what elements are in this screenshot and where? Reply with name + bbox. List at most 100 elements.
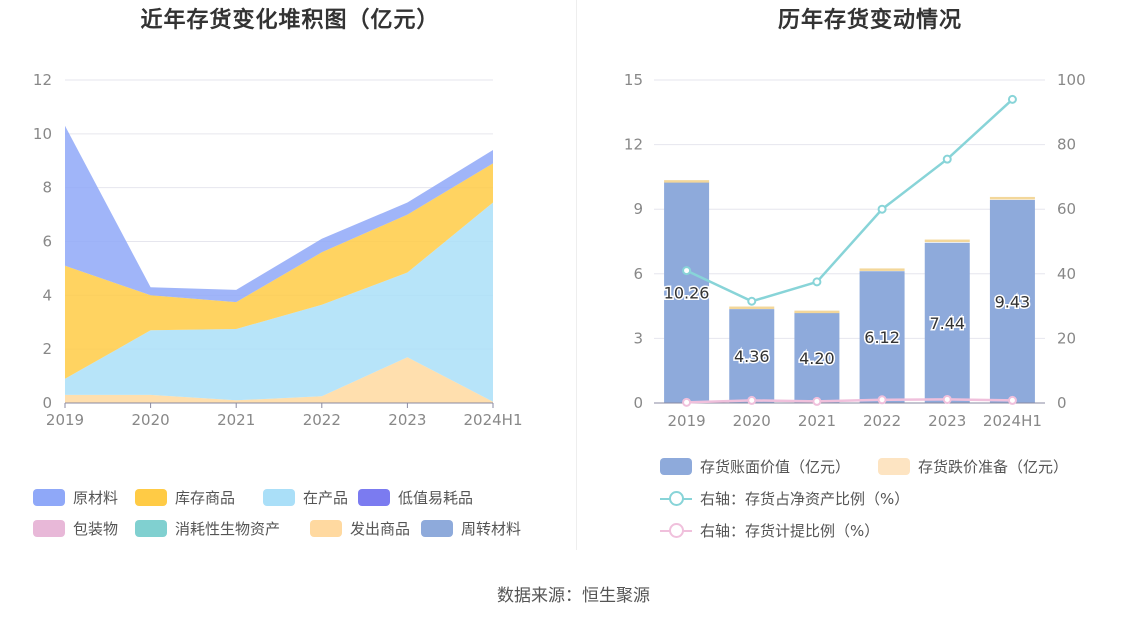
y-tick-label: 6 [42, 233, 52, 251]
y2-tick-label: 40 [1057, 265, 1076, 283]
legend-label: 周转材料 [461, 520, 522, 538]
legend-swatch [660, 522, 692, 539]
x-tick-label: 2021 [798, 412, 836, 430]
y-tick-label: 10 [33, 125, 52, 143]
line-net-asset-ratio-point [812, 277, 822, 287]
legend-label: 右轴：存货占净资产比例（%） [700, 490, 910, 508]
stacked-area-chart: 0 2 4 6 8 10 12 2019 2020 2021 2022 2023 2024H1 [33, 71, 523, 429]
legend-item[interactable]: 消耗性生物资产 [135, 518, 280, 539]
y-tick-label: 0 [633, 394, 643, 412]
bar-book-value [859, 271, 905, 403]
bar-impairment-provision [729, 306, 775, 310]
area-在产品 [65, 202, 493, 402]
legend-swatch [135, 489, 167, 506]
bar-impairment-provision [664, 180, 710, 183]
legend-swatch [33, 489, 65, 506]
bar-data-label: 4.36 [734, 347, 770, 366]
line-provision-ratio-point [877, 395, 887, 405]
y-tick-label: 12 [33, 71, 52, 89]
bar-book-value [989, 199, 1035, 403]
legend-label: 存货账面价值（亿元） [700, 458, 851, 476]
x-tick-label: 2022 [863, 412, 901, 430]
bar-impairment-provision [794, 310, 840, 314]
legend-label: 低值易耗品 [398, 489, 474, 507]
line-net-asset-ratio-point [747, 296, 757, 306]
legend-label: 在产品 [303, 489, 349, 507]
legend-item[interactable]: 在产品 [263, 487, 348, 508]
line-net-asset-ratio [686, 98, 1014, 303]
area-库存商品 [65, 163, 493, 379]
line-net-asset-ratio-point [942, 154, 952, 164]
y-tick-label: 0 [42, 394, 52, 412]
line-provision-ratio [686, 398, 1013, 404]
inventory-bar-line-chart: 0 3 6 9 12 15 0 20 40 60 80 100 10.26 4.36 4.20 6.12 7.4… [624, 71, 1086, 430]
x-tick-label: 2019 [667, 412, 705, 430]
bar-book-value [664, 182, 710, 403]
x-tick-label: 2022 [303, 411, 341, 429]
bar-data-label: 6.12 [864, 328, 900, 347]
legend-label: 原材料 [73, 489, 119, 507]
x-tick-label: 2020 [132, 411, 170, 429]
legend-item[interactable]: 低值易耗品 [358, 487, 473, 508]
legend-label: 库存商品 [175, 489, 236, 507]
y2-tick-label: 20 [1057, 329, 1076, 347]
y2-tick-label: 80 [1057, 136, 1076, 154]
y2-tick-label: 0 [1057, 394, 1067, 412]
legend-item[interactable]: 存货账面价值（亿元） [660, 456, 850, 477]
area-原材料 [65, 125, 493, 303]
y-tick-label: 15 [624, 71, 643, 89]
legend-label: 右轴：存货计提比例（%） [700, 522, 880, 540]
line-provision-ratio-point [942, 394, 952, 404]
line-net-asset-ratio-point [1007, 94, 1017, 104]
x-tick-label: 2024H1 [464, 411, 523, 429]
legend-swatch [358, 489, 390, 506]
legend-swatch [135, 520, 167, 537]
bar-data-label: 7.44 [929, 314, 965, 333]
x-tick-label: 2023 [388, 411, 426, 429]
line-provision-ratio-point [1007, 395, 1017, 405]
y-tick-label: 2 [42, 340, 52, 358]
y-tick-label: 9 [633, 200, 643, 218]
bar-book-value [794, 312, 840, 403]
legend-swatch [878, 458, 910, 475]
legend-item[interactable]: 周转材料 [421, 518, 521, 539]
legend-item[interactable]: 右轴：存货占净资产比例（%） [660, 488, 909, 509]
line-provision-ratio-point [812, 396, 822, 406]
line-net-asset-ratio-point [877, 204, 887, 214]
bar-book-value [729, 309, 775, 403]
legend-item[interactable]: 原材料 [33, 487, 118, 508]
legend-label: 存货跌价准备（亿元） [918, 458, 1069, 476]
y2-tick-label: 100 [1057, 71, 1086, 89]
right-chart-title: 历年存货变动情况 [777, 8, 962, 33]
legend-label: 发出商品 [350, 520, 411, 538]
legend-label: 消耗性生物资产 [175, 520, 281, 538]
legend-swatch [421, 520, 453, 537]
legend-item[interactable]: 存货跌价准备（亿元） [878, 456, 1068, 477]
bar-impairment-provision [859, 268, 905, 271]
legend-swatch [33, 520, 65, 537]
y2-tick-label: 60 [1057, 200, 1076, 218]
chart-divider [576, 0, 577, 550]
x-tick-label: 2019 [46, 411, 84, 429]
legend-swatch [310, 520, 342, 537]
area-发出商品 [65, 357, 493, 403]
legend-item[interactable]: 包装物 [33, 518, 118, 539]
data-source-note: 数据来源：恒生聚源 [497, 586, 650, 606]
legend-label: 包装物 [73, 520, 119, 538]
y-tick-label: 6 [633, 265, 643, 283]
bar-data-label: 10.26 [664, 284, 710, 303]
x-tick-label: 2020 [733, 412, 771, 430]
legend-item[interactable]: 发出商品 [310, 518, 410, 539]
legend-swatch [263, 489, 295, 506]
bar-impairment-provision [924, 239, 970, 243]
bar-data-label: 9.43 [995, 292, 1031, 311]
legend-item[interactable]: 库存商品 [135, 487, 235, 508]
x-tick-label: 2021 [217, 411, 255, 429]
legend-swatch [660, 458, 692, 475]
left-chart-title: 近年存货变化堆积图（亿元） [140, 8, 440, 33]
x-tick-label: 2023 [928, 412, 966, 430]
y-tick-label: 3 [633, 329, 643, 347]
legend-item[interactable]: 右轴：存货计提比例（%） [660, 520, 879, 541]
y-tick-label: 8 [42, 179, 52, 197]
line-provision-ratio-point [747, 395, 757, 405]
